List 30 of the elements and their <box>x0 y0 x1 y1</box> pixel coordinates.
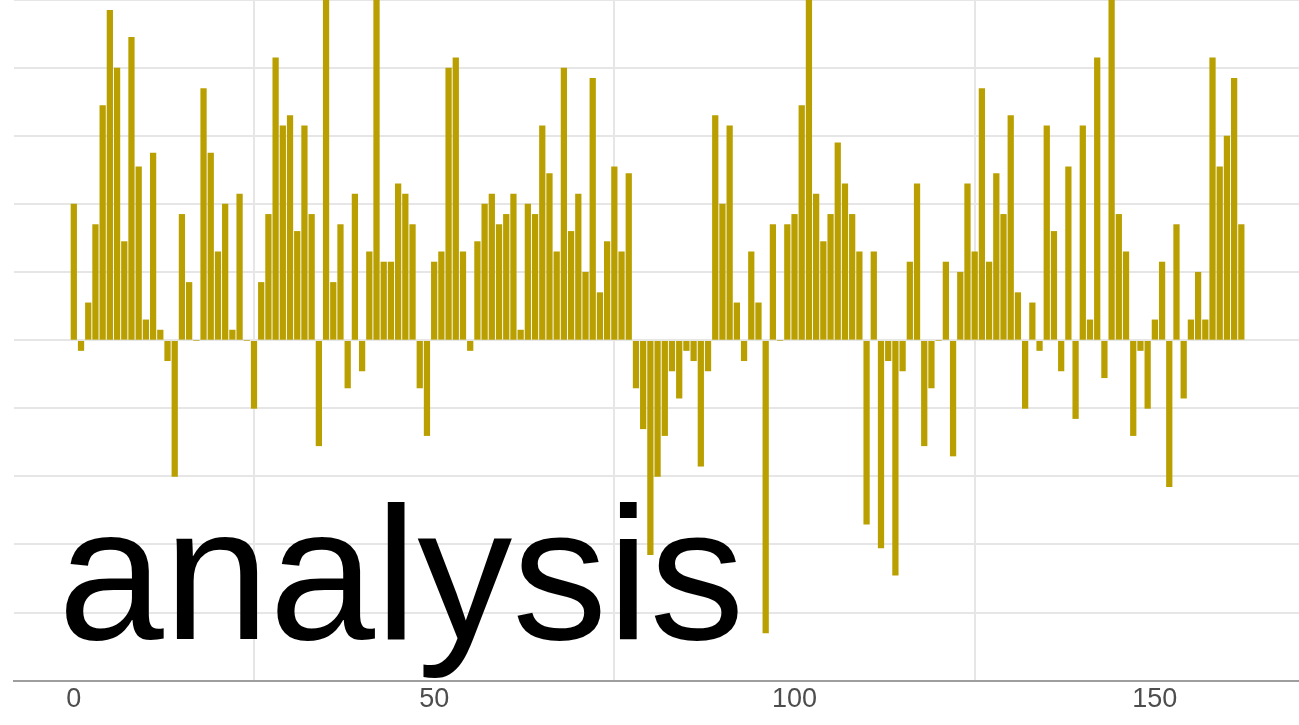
bar <box>467 340 474 351</box>
bar <box>1166 340 1173 487</box>
bar <box>1180 340 1187 399</box>
x-tick-label: 50 <box>419 683 450 714</box>
bar <box>1036 340 1043 351</box>
bar <box>351 193 359 340</box>
bar <box>1022 340 1029 409</box>
bar <box>762 340 769 634</box>
bar <box>942 261 949 340</box>
bar <box>863 340 870 525</box>
bar <box>344 340 351 389</box>
bar <box>1065 166 1072 340</box>
annotation: analysis <box>58 467 745 679</box>
bar <box>740 340 748 362</box>
bar <box>1101 340 1108 379</box>
bar <box>250 340 258 409</box>
bar <box>77 340 85 351</box>
bar <box>769 224 777 340</box>
x-tick-label: 0 <box>66 683 82 714</box>
x-tick-label: 100 <box>771 683 818 714</box>
bar <box>1058 340 1065 372</box>
bar <box>358 340 366 372</box>
bar <box>870 251 877 340</box>
x-tick-label: 150 <box>1132 683 1178 714</box>
bar <box>1173 224 1180 340</box>
bar <box>1072 340 1079 419</box>
bar <box>70 203 77 340</box>
bar <box>949 340 957 457</box>
bar <box>315 340 322 447</box>
bar <box>1029 302 1036 340</box>
